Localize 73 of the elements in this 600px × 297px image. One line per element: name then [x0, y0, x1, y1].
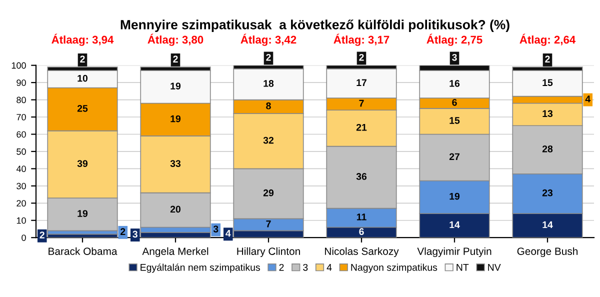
annotation: Átlag: 3,17 — [334, 34, 390, 46]
y-tick-label: 70 — [16, 114, 26, 120]
data-label: 7 — [359, 100, 364, 107]
data-label: 39 — [77, 160, 88, 168]
x-tick-label: George Bush — [517, 247, 578, 258]
data-label: 14 — [542, 221, 553, 228]
data-label: 36 — [356, 173, 367, 180]
data-label: 17 — [356, 79, 366, 86]
legend-label: 3 — [303, 264, 308, 271]
data-label: 19 — [450, 192, 460, 200]
annotation: Átlag: 3,42 — [240, 34, 296, 46]
data-label: 15 — [542, 79, 553, 86]
x-tick-label: Nicolas Sarkozy — [325, 247, 399, 258]
data-label: 3 — [213, 226, 218, 232]
y-tick-label: 30 — [16, 182, 26, 190]
data-label: 32 — [263, 136, 274, 144]
data-label: 21 — [356, 124, 367, 131]
annotation: Átlag: 3,80 — [148, 34, 204, 46]
y-tick-label: 100 — [12, 62, 26, 69]
y-tick-label: 0 — [22, 234, 26, 241]
x-tick-label: Hillary Clinton — [237, 247, 300, 258]
data-label: 13 — [542, 110, 553, 118]
data-label: 6 — [359, 228, 364, 236]
data-label: 2 — [545, 56, 550, 62]
data-label: 6 — [452, 98, 457, 106]
y-tick-label: 20 — [16, 200, 26, 207]
legend-label: Egyáltalán nem szimpatikus — [140, 264, 260, 273]
x-tick-label: Barack Obama — [48, 247, 118, 255]
data-label: 3 — [132, 230, 138, 238]
chart-title: Mennyire szimpatikusak a következő külföldi politikusok? (%) — [120, 20, 510, 32]
y-tick-label: 50 — [16, 148, 26, 155]
legend-label: 4 — [326, 264, 332, 271]
data-label: 4 — [226, 230, 231, 237]
legend-label: NV — [488, 264, 501, 271]
y-tick-label: 60 — [16, 131, 26, 138]
annotation: Átlag: 2,64 — [520, 34, 576, 46]
data-label: 19 — [170, 115, 181, 122]
data-label: 14 — [450, 221, 460, 228]
x-tick-label: Angela Merkel — [142, 247, 208, 258]
legend-label: 2 — [279, 264, 284, 271]
legend-label: Nagyon szimpatikus — [351, 264, 438, 273]
data-label: 2 — [266, 54, 271, 61]
data-label: 2 — [120, 228, 126, 235]
data-label: 28 — [542, 145, 553, 152]
annotation: Átlaag: 3,94 — [52, 34, 114, 46]
data-label: 2 — [359, 54, 364, 61]
y-tick-label: 80 — [16, 96, 26, 104]
data-label: 20 — [170, 206, 181, 213]
y-tick-label: 90 — [16, 80, 26, 86]
data-label: 29 — [263, 189, 274, 196]
annotation: Átlag: 2,75 — [426, 34, 482, 46]
y-tick-label: 10 — [16, 217, 26, 224]
data-label: 27 — [449, 153, 460, 160]
data-label: 25 — [77, 104, 88, 112]
data-label: 16 — [450, 80, 460, 87]
legend-label: NT — [456, 264, 469, 271]
data-label: 15 — [450, 117, 460, 124]
data-label: 2 — [173, 56, 178, 62]
data-label: 8 — [266, 102, 271, 110]
data-label: 19 — [78, 210, 88, 217]
data-label: 2 — [80, 56, 85, 62]
data-label: 3 — [452, 54, 457, 61]
y-tick-label: 40 — [16, 166, 26, 172]
data-label: 11 — [356, 214, 366, 220]
data-label: 2 — [40, 232, 44, 238]
data-label: 23 — [542, 189, 553, 196]
data-label: 33 — [170, 160, 181, 168]
data-label: 18 — [264, 80, 274, 87]
data-label: 4 — [585, 96, 591, 102]
data-label: 7 — [266, 220, 271, 228]
data-label: 19 — [170, 82, 181, 90]
x-tick-label: Vlagyimir Putyin — [417, 247, 492, 258]
data-label: 10 — [78, 74, 88, 82]
